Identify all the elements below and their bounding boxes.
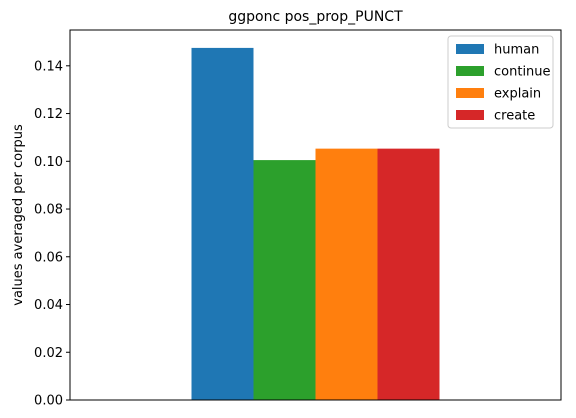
y-tick-label: 0.04: [34, 298, 63, 313]
legend-label-explain: explain: [494, 87, 541, 102]
legend: human continue explain create: [447, 35, 554, 129]
bar-continue: [253, 160, 316, 400]
legend-swatch-create: [456, 110, 484, 120]
y-axis: 0.00 0.02 0.04 0.06 0.08 0.10 0.12 0.14: [34, 59, 70, 409]
y-tick-label: 0.08: [34, 203, 63, 218]
bars: [191, 47, 440, 400]
legend-box: [447, 35, 554, 129]
bar-human: [191, 47, 254, 400]
legend-swatch-continue: [456, 66, 484, 76]
legend-swatch-human: [456, 44, 484, 54]
plot-area: 0.00 0.02 0.04 0.06 0.08 0.10 0.12 0.14: [34, 29, 562, 409]
y-tick-label: 0.12: [34, 107, 63, 122]
y-tick-label: 0.02: [34, 346, 63, 361]
axes-frame: [69, 29, 562, 401]
y-tick-label: 0.10: [34, 155, 63, 170]
legend-label-create: create: [494, 109, 535, 124]
chart-title: ggponc pos_prop_PUNCT: [228, 9, 403, 25]
y-axis-label: values averaged per corpus: [11, 124, 26, 306]
legend-swatch-explain: [456, 88, 484, 98]
y-tick-label: 0.00: [34, 394, 63, 409]
y-tick-label: 0.14: [34, 59, 63, 74]
legend-label-continue: continue: [494, 65, 551, 80]
legend-label-human: human: [494, 43, 539, 58]
bar-explain: [315, 148, 378, 400]
y-tick-label: 0.06: [34, 250, 63, 265]
bar-create: [377, 148, 440, 400]
